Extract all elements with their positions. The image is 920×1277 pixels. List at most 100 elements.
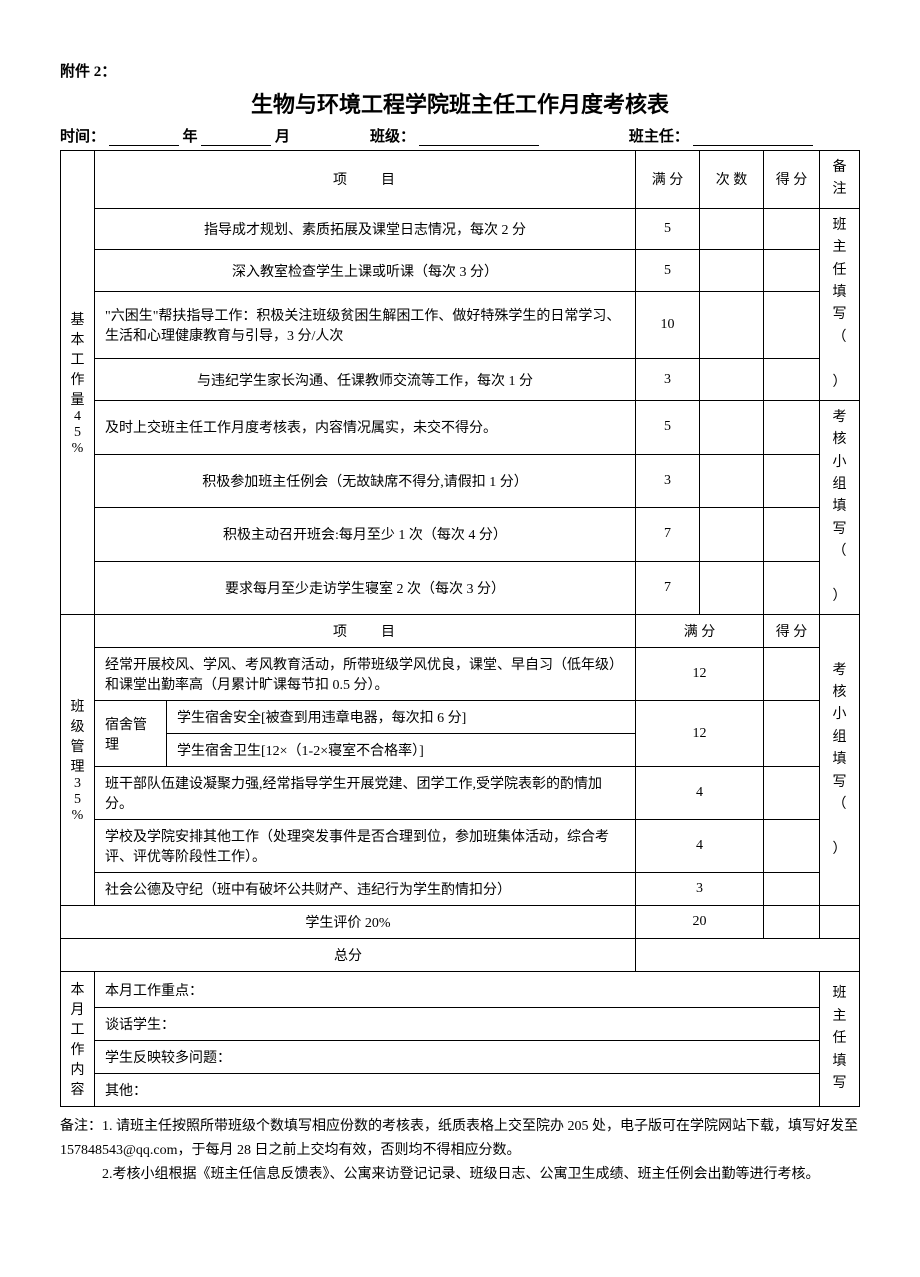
table-row: 本月工作内容 本月工作重点： 班主任填写 <box>61 972 860 1008</box>
s1-item: 与违纪学生家长沟通、任课教师交流等工作，每次 1 分 <box>95 359 636 401</box>
month-suffix: 月 <box>275 129 290 145</box>
count-cell[interactable] <box>700 250 764 292</box>
score-cell[interactable] <box>764 873 820 906</box>
score-cell[interactable] <box>764 508 820 562</box>
table-row: 经常开展校风、学风、考风教育活动，所带班级学风优良，课堂、早自习（低年级）和课堂… <box>61 648 860 701</box>
col-score: 得 分 <box>764 615 820 648</box>
footnote: 备注：1. 请班主任按照所带班级个数填写相应份数的考核表，纸质表格上交至院办 2… <box>60 1115 860 1163</box>
count-cell[interactable] <box>700 454 764 508</box>
s1-full: 3 <box>636 454 700 508</box>
table-row: 总分 <box>61 939 860 972</box>
table-row: 深入教室检查学生上课或听课（每次 3 分） 5 <box>61 250 860 292</box>
s1-full: 3 <box>636 359 700 401</box>
total-cell[interactable] <box>636 939 860 972</box>
s2-item: 学校及学院安排其他工作（处理突发事件是否合理到位，参加班集体活动，综合考评、评优… <box>95 820 636 873</box>
s2-full: 12 <box>636 701 764 767</box>
s1-full: 5 <box>636 208 700 250</box>
section3-remark: 班主任填写 <box>820 972 860 1107</box>
footnote: 2.考核小组根据《班主任信息反馈表》、公寓来访登记记录、班级日志、公寓卫生成绩、… <box>60 1163 860 1187</box>
attachment-label: 附件 2： <box>60 60 860 81</box>
remark-top: 班主任填写（ ） <box>820 208 860 400</box>
s2-item: 经常开展校风、学风、考风教育活动，所带班级学风优良，课堂、早自习（低年级）和课堂… <box>95 648 636 701</box>
remark-cell <box>820 906 860 939</box>
table-row: 指导成才规划、素质拓展及课堂日志情况，每次 2 分 5 班主任填写（ ） <box>61 208 860 250</box>
s1-item: 积极参加班主任例会（无故缺席不得分,请假扣 1 分） <box>95 454 636 508</box>
s2-full: 4 <box>636 767 764 820</box>
s1-item: 深入教室检查学生上课或听课（每次 3 分） <box>95 250 636 292</box>
table-row: 社会公德及守纪（班中有破坏公共财产、违纪行为学生酌情扣分） 3 <box>61 873 860 906</box>
table-row: "六困生"帮扶指导工作：积极关注班级贫困生解困工作、做好特殊学生的日常学习、生活… <box>61 292 860 359</box>
table-row: 学生反映较多问题： <box>61 1041 860 1074</box>
col-count: 次 数 <box>700 151 764 209</box>
score-cell[interactable] <box>764 701 820 767</box>
dorm-label: 宿舍管理 <box>95 701 167 767</box>
s2-item: 社会公德及守纪（班中有破坏公共财产、违纪行为学生酌情扣分） <box>95 873 636 906</box>
teacher-label: 班主任： <box>629 129 689 145</box>
year-blank[interactable] <box>109 128 179 146</box>
count-cell[interactable] <box>700 400 764 454</box>
col-remark: 备注 <box>820 151 860 209</box>
s1-item: 及时上交班主任工作月度考核表，内容情况属实，未交不得分。 <box>95 400 636 454</box>
score-cell[interactable] <box>764 820 820 873</box>
class-blank[interactable] <box>419 128 539 146</box>
page-title: 生物与环境工程学院班主任工作月度考核表 <box>60 87 860 119</box>
s3-row[interactable]: 学生反映较多问题： <box>95 1041 820 1074</box>
s2-full: 4 <box>636 820 764 873</box>
s2-full: 12 <box>636 648 764 701</box>
table-row: 基本工作量45% 项 目 满 分 次 数 得 分 备注 <box>61 151 860 209</box>
assessment-table: 基本工作量45% 项 目 满 分 次 数 得 分 备注 指导成才规划、素质拓展及… <box>60 150 860 1107</box>
score-cell[interactable] <box>764 359 820 401</box>
s1-full: 5 <box>636 250 700 292</box>
s1-item: 要求每月至少走访学生寝室 2 次（每次 3 分） <box>95 561 636 615</box>
total-label: 总分 <box>61 939 636 972</box>
student-eval-label: 学生评价 20% <box>61 906 636 939</box>
time-label: 时间： <box>60 129 105 145</box>
score-cell[interactable] <box>764 454 820 508</box>
table-row: 学生评价 20% 20 <box>61 906 860 939</box>
score-cell[interactable] <box>764 292 820 359</box>
s1-item: "六困生"帮扶指导工作：积极关注班级贫困生解困工作、做好特殊学生的日常学习、生活… <box>95 292 636 359</box>
s1-item: 积极主动召开班会:每月至少 1 次（每次 4 分） <box>95 508 636 562</box>
s1-full: 5 <box>636 400 700 454</box>
section2-remark: 考核小组填写（ ） <box>820 615 860 906</box>
count-cell[interactable] <box>700 561 764 615</box>
s3-row[interactable]: 本月工作重点： <box>95 972 820 1008</box>
score-cell[interactable] <box>764 250 820 292</box>
meta-line: 时间： 年 月 班级： 班主任： <box>60 125 860 146</box>
table-row: 要求每月至少走访学生寝室 2 次（每次 3 分） 7 <box>61 561 860 615</box>
col-score: 得 分 <box>764 151 820 209</box>
table-row: 积极主动召开班会:每月至少 1 次（每次 4 分） 7 <box>61 508 860 562</box>
table-row: 谈话学生： <box>61 1008 860 1041</box>
col-full: 满 分 <box>636 151 700 209</box>
score-cell[interactable] <box>764 648 820 701</box>
s1-item: 指导成才规划、素质拓展及课堂日志情况，每次 2 分 <box>95 208 636 250</box>
count-cell[interactable] <box>700 359 764 401</box>
s2-item: 班干部队伍建设凝聚力强,经常指导学生开展党建、团学工作,受学院表彰的酌情加分。 <box>95 767 636 820</box>
table-row: 学校及学院安排其他工作（处理突发事件是否合理到位，参加班集体活动，综合考评、评优… <box>61 820 860 873</box>
table-row: 宿舍管理 学生宿舍安全[被查到用违章电器，每次扣 6 分] 12 <box>61 701 860 734</box>
score-cell[interactable] <box>764 561 820 615</box>
count-cell[interactable] <box>700 292 764 359</box>
teacher-blank[interactable] <box>693 128 813 146</box>
s3-row[interactable]: 其他： <box>95 1074 820 1107</box>
table-row: 班干部队伍建设凝聚力强,经常指导学生开展党建、团学工作,受学院表彰的酌情加分。 … <box>61 767 860 820</box>
count-cell[interactable] <box>700 208 764 250</box>
s1-full: 7 <box>636 561 700 615</box>
student-eval-full: 20 <box>636 906 764 939</box>
score-cell[interactable] <box>764 767 820 820</box>
section2-label: 班级管理35% <box>61 615 95 906</box>
section1-label: 基本工作量45% <box>61 151 95 615</box>
s2-full: 3 <box>636 873 764 906</box>
class-label: 班级： <box>370 129 415 145</box>
month-blank[interactable] <box>201 128 271 146</box>
count-cell[interactable] <box>700 508 764 562</box>
remark-bottom: 考核小组填写（ ） <box>820 400 860 615</box>
score-cell[interactable] <box>764 906 820 939</box>
score-cell[interactable] <box>764 208 820 250</box>
score-cell[interactable] <box>764 400 820 454</box>
table-row: 其他： <box>61 1074 860 1107</box>
dorm-item: 学生宿舍卫生[12×（1-2×寝室不合格率）] <box>167 734 636 767</box>
table-row: 班级管理35% 项 目 满 分 得 分 考核小组填写（ ） <box>61 615 860 648</box>
table-row: 与违纪学生家长沟通、任课教师交流等工作，每次 1 分 3 <box>61 359 860 401</box>
s3-row[interactable]: 谈话学生： <box>95 1008 820 1041</box>
